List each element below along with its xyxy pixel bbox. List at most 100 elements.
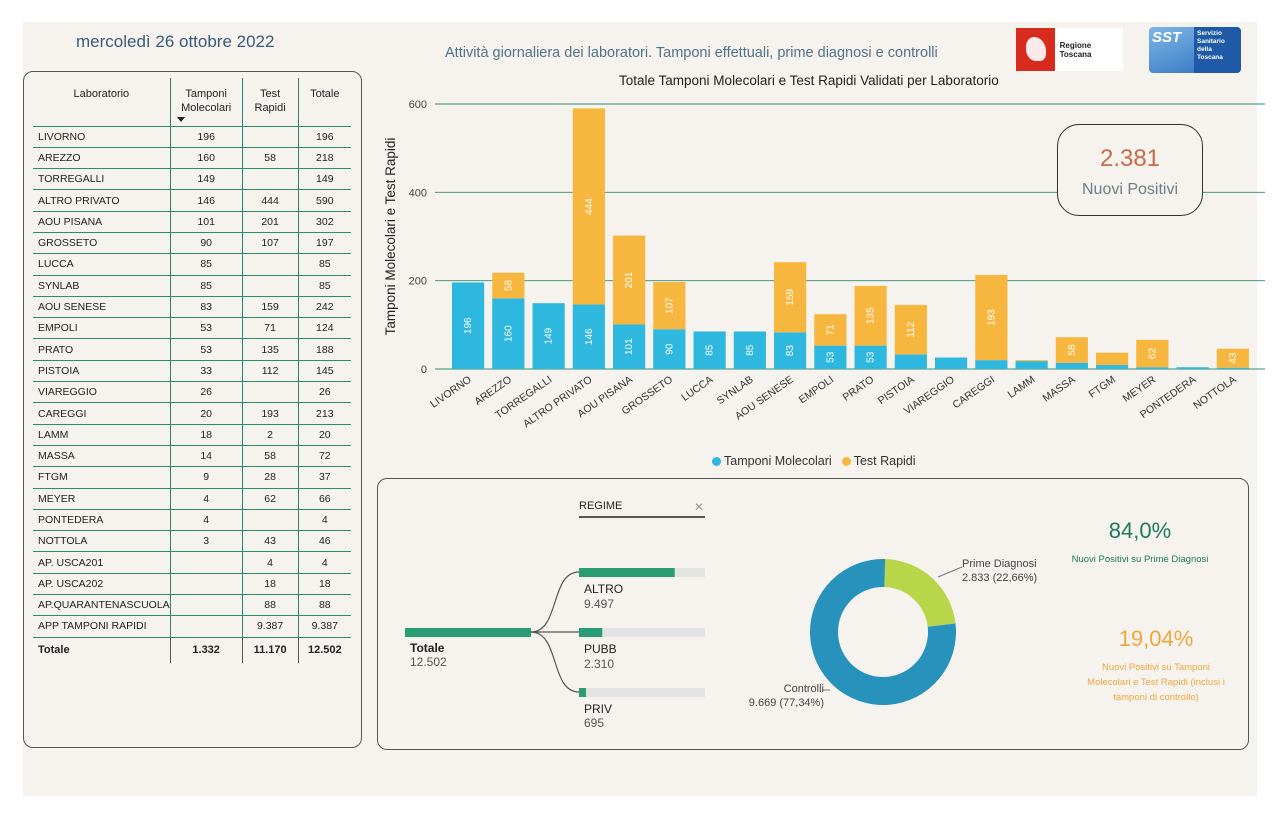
legend-item-test-rapidi[interactable]: Test Rapidi	[841, 454, 916, 468]
bar-data-label: 112	[906, 321, 917, 337]
bar-tamponi-molecolari[interactable]	[653, 329, 686, 369]
bar-tamponi-molecolari[interactable]	[733, 331, 766, 369]
x-tick-label: LIVORNO	[428, 374, 474, 411]
bar-tamponi-molecolari[interactable]	[492, 298, 525, 369]
table-row[interactable]: LIVORNO 196 196	[33, 126, 351, 148]
cell-laboratorio: AP. USCA201	[33, 551, 171, 574]
bar-tamponi-molecolari[interactable]	[814, 345, 847, 369]
bar-tamponi-molecolari[interactable]	[774, 332, 807, 369]
table-row[interactable]: TORREGALLI 149 149	[33, 168, 351, 191]
table-row[interactable]: AP.QUARANTENASCUOLA 88 88	[33, 594, 351, 617]
table-row[interactable]: VIAREGGIO 26 26	[33, 381, 351, 404]
bar-test-rapidi[interactable]	[1055, 337, 1088, 363]
table-row[interactable]: AP. USCA201 4 4	[33, 551, 351, 574]
cell-totale: 218	[297, 147, 351, 170]
table-row[interactable]: MEYER 4 62 66	[33, 488, 351, 510]
regime-filter-header[interactable]: REGIME	[579, 500, 705, 518]
bar-test-rapidi[interactable]	[1136, 339, 1169, 368]
cell-test-rapidi: 71	[241, 317, 299, 340]
table-row[interactable]: PONTEDERA 4 4	[33, 509, 351, 532]
column-header-test-rapidi[interactable]: Test Rapidi	[241, 78, 299, 127]
bar-tamponi-molecolari[interactable]	[1055, 362, 1088, 369]
bar-test-rapidi[interactable]	[854, 285, 887, 346]
table-row[interactable]: MASSA 14 58 72	[33, 445, 351, 468]
column-header-tamponi-molecolari[interactable]: Tamponi Molecolari	[169, 78, 243, 127]
bar-tamponi-molecolari[interactable]	[452, 282, 485, 369]
bar-data-label: 444	[584, 198, 595, 215]
cell-test-rapidi: 9.387	[241, 615, 299, 638]
table-row[interactable]: AOU SENESE 83 159 242	[33, 296, 351, 319]
table-row[interactable]: ALTRO PRIVATO 146 444 590	[33, 189, 351, 212]
bar-tamponi-molecolari[interactable]	[532, 303, 565, 369]
cell-test-rapidi: 112	[241, 360, 299, 383]
bar-test-rapidi[interactable]	[572, 108, 605, 305]
close-icon[interactable]: ✕	[694, 500, 705, 514]
bar-data-label: 62	[1147, 348, 1158, 360]
x-tick-label: MASSA	[1041, 374, 1078, 405]
tree-root-label[interactable]: Totale	[410, 641, 444, 655]
cell-laboratorio: LAMM	[33, 424, 171, 446]
table-row[interactable]: LAMM 18 2 20	[33, 424, 351, 446]
cell-tamponi-molecolari: 20	[169, 402, 243, 425]
cell-totale: 590	[297, 189, 351, 212]
bar-test-rapidi[interactable]	[653, 281, 686, 330]
table-row[interactable]: AREZZO 160 58 218	[33, 147, 351, 170]
cell-laboratorio: MASSA	[33, 445, 171, 468]
bar-tamponi-molecolari[interactable]	[613, 324, 646, 369]
bar-tamponi-molecolari[interactable]	[572, 304, 605, 369]
cell-test-rapidi	[241, 126, 299, 148]
cell-test-rapidi: 201	[241, 211, 299, 233]
bar-tamponi-molecolari[interactable]	[693, 331, 726, 369]
tree-node-priv-label[interactable]: PRIV	[584, 702, 613, 716]
cell-totale: 85	[297, 253, 351, 276]
bar-tamponi-molecolari[interactable]	[894, 354, 927, 369]
y-tick-label: 0	[421, 364, 427, 376]
bar-test-rapidi[interactable]	[814, 314, 847, 346]
tree-root-bar[interactable]	[405, 628, 531, 637]
bar-tamponi-molecolari[interactable]	[975, 360, 1008, 369]
bar-test-rapidi[interactable]	[492, 272, 525, 299]
bar-test-rapidi[interactable]	[613, 235, 646, 325]
column-header-laboratorio[interactable]: Laboratorio	[33, 78, 171, 127]
bar-tamponi-molecolari[interactable]	[1015, 361, 1048, 369]
table-row[interactable]: PISTOIA 33 112 145	[33, 360, 351, 383]
tree-node-altro-bar[interactable]	[579, 568, 675, 577]
tree-node-priv-bar[interactable]	[579, 688, 587, 697]
cell-laboratorio: NOTTOLA	[33, 530, 171, 553]
table-row[interactable]: EMPOLI 53 71 124	[33, 317, 351, 340]
bar-test-rapidi[interactable]	[774, 262, 807, 333]
legend-item-tamponi-molecolari[interactable]: Tamponi Molecolari	[712, 454, 832, 468]
tree-node-pubb-bar[interactable]	[579, 628, 603, 637]
table-row[interactable]: FTGM 9 28 37	[33, 466, 351, 489]
table-row[interactable]: AOU PISANA 101 201 302	[33, 211, 351, 233]
cell-tamponi-molecolari: 18	[169, 424, 243, 446]
bar-test-rapidi[interactable]	[1096, 352, 1129, 366]
donut-slice-prime-diagnosi[interactable]	[884, 559, 956, 627]
table-row[interactable]: PRATO 53 135 188	[33, 338, 351, 361]
bar-test-rapidi[interactable]	[1015, 360, 1048, 362]
tree-node-pubb-label[interactable]: PUBB	[584, 642, 617, 656]
bar-tamponi-molecolari[interactable]	[935, 357, 968, 369]
column-header-totale[interactable]: Totale	[297, 78, 351, 127]
cell-laboratorio: AP.QUARANTENASCUOLA	[33, 594, 171, 617]
table-row[interactable]: APP TAMPONI RAPIDI 9.387 9.387	[33, 615, 351, 638]
bar-test-rapidi[interactable]	[1216, 348, 1249, 368]
cell-totale: 242	[297, 296, 351, 319]
bar-test-rapidi[interactable]	[894, 304, 927, 355]
bar-tamponi-molecolari[interactable]	[1096, 365, 1129, 369]
bar-tamponi-molecolari[interactable]	[1216, 367, 1249, 369]
table-row[interactable]: CAREGGI 20 193 213	[33, 402, 351, 425]
bar-tamponi-molecolari[interactable]	[854, 345, 887, 369]
table-row[interactable]: SYNLAB 85 85	[33, 275, 351, 297]
donut-slice-controlli[interactable]	[810, 559, 956, 705]
table-row[interactable]: LUCCA 85 85	[33, 253, 351, 276]
tree-node-altro-value: 9.497	[584, 597, 615, 611]
table-row[interactable]: GROSSETO 90 107 197	[33, 232, 351, 255]
bar-tamponi-molecolari[interactable]	[1176, 367, 1209, 369]
bar-tamponi-molecolari[interactable]	[1136, 367, 1169, 369]
tree-node-altro-label[interactable]: ALTRO	[584, 582, 624, 596]
cell-tamponi-molecolari: 101	[169, 211, 243, 233]
bar-test-rapidi[interactable]	[975, 274, 1008, 361]
table-row[interactable]: AP. USCA202 18 18	[33, 573, 351, 596]
table-row[interactable]: NOTTOLA 3 43 46	[33, 530, 351, 553]
